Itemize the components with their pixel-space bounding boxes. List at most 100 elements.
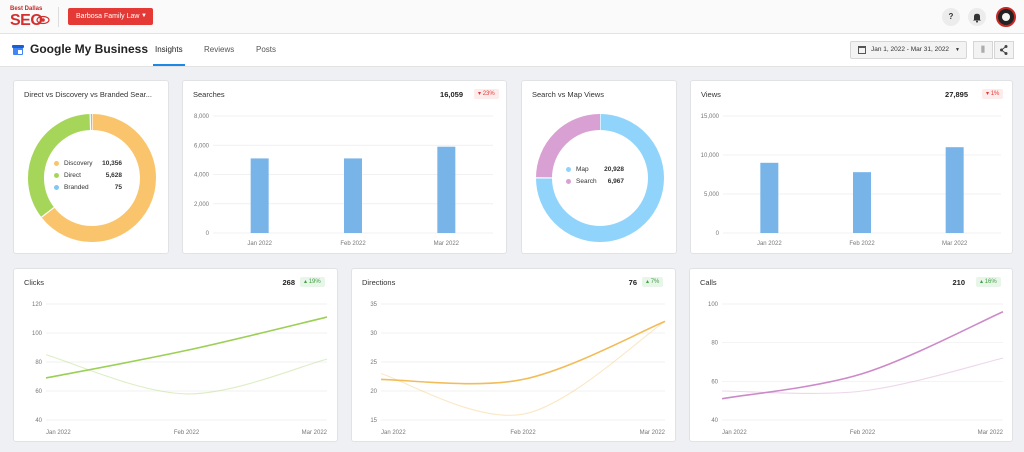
- x-tick-label: Mar 2022: [978, 430, 1004, 436]
- bar-jan-2022: [250, 158, 269, 233]
- change-badge: ▴ 16%: [976, 277, 1001, 287]
- bar-mar-2022: [437, 146, 456, 233]
- logo-wordmark: SEO: [10, 12, 43, 29]
- brand-logo[interactable]: Best Dallas SEO: [10, 6, 54, 29]
- card-total: 16,059: [440, 90, 463, 99]
- y-tick-label: 5,000: [704, 192, 720, 198]
- card-total: 27,895: [945, 90, 968, 99]
- card-total: 268: [282, 278, 295, 287]
- legend-value: 20,928: [604, 166, 624, 173]
- y-tick-label: 80: [711, 341, 718, 347]
- card-total: 76: [628, 278, 637, 287]
- x-tick-label: Feb 2022: [510, 430, 536, 436]
- notifications-button[interactable]: [968, 8, 986, 26]
- tab-posts[interactable]: Posts: [256, 45, 277, 54]
- client-selector-label: Barbosa Family Law: [76, 13, 140, 20]
- legend-dot: [54, 161, 59, 166]
- card-title: Views: [701, 90, 721, 99]
- y-tick-label: 80: [35, 360, 42, 366]
- card-title: Search vs Map Views: [532, 90, 604, 99]
- x-tick-label: Mar 2022: [302, 430, 328, 436]
- logo-tagline: Best Dallas: [10, 6, 43, 12]
- x-tick-label: Feb 2022: [850, 430, 876, 436]
- x-tick-label: Mar 2022: [640, 430, 666, 436]
- chart-legend: Discovery 10,356 Direct 5,628 Branded 75: [54, 160, 134, 200]
- date-range-label: Jan 1, 2022 - Mar 31, 2022: [871, 46, 950, 53]
- x-tick-label: Mar 2022: [942, 241, 968, 247]
- x-tick-label: Jan 2022: [722, 430, 747, 436]
- legend-label: Direct: [64, 172, 81, 179]
- legend-value: 75: [114, 184, 122, 191]
- y-tick-label: 40: [35, 418, 42, 424]
- legend-label: Branded: [64, 184, 89, 191]
- bar-jan-2022: [760, 162, 779, 233]
- legend-dot: [566, 179, 571, 184]
- page-title: Google My Business: [30, 42, 149, 56]
- y-tick-label: 20: [370, 389, 377, 395]
- y-tick-label: 0: [716, 231, 720, 237]
- share-icon: [1000, 45, 1008, 55]
- y-tick-label: 15,000: [701, 114, 720, 120]
- chart-svg: 8,000 6,000 4,000 2,000 0 Jan 2022 Feb 2022 Mar…: [194, 114, 493, 247]
- date-range-picker[interactable]: Jan 1, 2022 - Mar 31, 2022 ▼: [850, 41, 967, 59]
- y-tick-label: 8,000: [194, 114, 210, 120]
- calendar-icon: [858, 46, 866, 54]
- legend-dot: [54, 173, 59, 178]
- y-tick-label: 100: [708, 302, 719, 308]
- x-tick-label: Feb 2022: [174, 430, 200, 436]
- y-tick-label: 2,000: [194, 202, 210, 208]
- series-line-current: [721, 311, 1004, 400]
- x-tick-label: Jan 2022: [247, 241, 272, 247]
- help-button[interactable]: ?: [942, 8, 960, 26]
- change-badge: ▴ 19%: [300, 277, 325, 287]
- y-tick-label: 6,000: [194, 143, 210, 149]
- chevron-down-icon: ▼: [955, 47, 960, 53]
- legend-dot: [54, 185, 59, 190]
- bar-feb-2022: [853, 172, 871, 233]
- series-line-previous: [721, 357, 1004, 394]
- pie-slice-search: [536, 114, 601, 179]
- chart-svg: 120 100 80 60 40 Jan 2022 Feb 2022 Mar 2022: [32, 302, 328, 436]
- legend-label: Map: [576, 166, 589, 173]
- x-tick-label: Mar 2022: [434, 241, 460, 247]
- x-tick-label: Feb 2022: [849, 241, 875, 247]
- x-tick-label: Jan 2022: [757, 241, 782, 247]
- views-card: Views 27,895 ▾ 1% 15,000 10,000 5,000 0 Jan …: [690, 80, 1013, 254]
- y-tick-label: 120: [32, 302, 43, 308]
- legend-value: 6,967: [607, 178, 624, 185]
- pie-slice-map: [536, 114, 664, 242]
- change-value: 19%: [308, 279, 321, 285]
- y-tick-label: 40: [711, 418, 718, 424]
- searches-card: Searches 16,059 ▾ 23% 8,000 6,000 4,000 2,0…: [182, 80, 507, 254]
- legend-value: 5,628: [105, 172, 122, 179]
- columns-button[interactable]: ⫼: [973, 41, 993, 59]
- series-line-previous: [45, 354, 328, 395]
- y-tick-label: 60: [711, 379, 718, 385]
- divider: [58, 7, 59, 27]
- eye-icon: [36, 15, 50, 25]
- change-value: 7%: [650, 279, 660, 285]
- google-my-business-icon: [12, 45, 24, 55]
- client-selector-button[interactable]: Barbosa Family Law ▼: [68, 8, 153, 25]
- chart-svg: 35 30 25 20 15 Jan 2022 Feb 2022 Mar 2022: [370, 302, 666, 436]
- share-button[interactable]: [994, 41, 1014, 59]
- x-tick-label: Feb 2022: [340, 241, 366, 247]
- card-title: Direct vs Discovery vs Branded Sear...: [24, 90, 152, 99]
- top-bar: Best Dallas SEO Barbosa Family Law ▼ ?: [0, 0, 1024, 34]
- tab-reviews[interactable]: Reviews: [204, 45, 235, 54]
- user-avatar[interactable]: [996, 7, 1016, 27]
- y-tick-label: 10,000: [701, 153, 720, 159]
- legend-dot: [566, 167, 571, 172]
- card-title: Searches: [193, 90, 225, 99]
- card-total: 210: [952, 278, 965, 287]
- y-tick-label: 4,000: [194, 173, 210, 179]
- y-tick-label: 60: [35, 389, 42, 395]
- tab-insights[interactable]: Insights: [155, 45, 183, 54]
- directions-card: Directions 76 ▴ 7% 35 30 25 20 15 Jan 2022 Feb…: [351, 268, 676, 442]
- legend-item-discovery: Discovery 10,356: [54, 160, 134, 170]
- legend-label: Discovery: [64, 160, 93, 167]
- x-tick-label: Jan 2022: [46, 430, 71, 436]
- pie-slice-discovery: [41, 114, 156, 242]
- active-tab-indicator: [153, 64, 185, 66]
- chart-svg: [535, 114, 664, 242]
